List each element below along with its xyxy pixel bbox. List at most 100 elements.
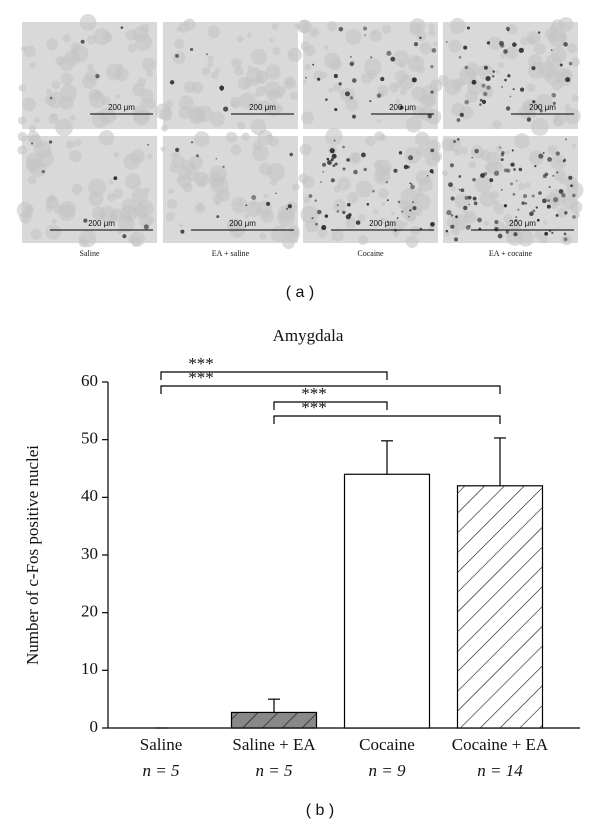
nucleus — [518, 47, 524, 53]
nucleus — [143, 224, 149, 230]
texture — [289, 91, 298, 100]
nucleus — [472, 178, 476, 182]
texture — [538, 61, 556, 79]
nucleus — [483, 91, 488, 97]
nucleus — [376, 93, 382, 98]
nucleus — [333, 139, 336, 142]
texture — [517, 182, 526, 191]
texture — [557, 72, 572, 87]
texture — [98, 106, 116, 124]
x-tick-label: Saline — [140, 735, 183, 754]
significance-label: *** — [188, 354, 214, 373]
texture — [207, 25, 221, 39]
nucleus — [542, 174, 547, 179]
nucleus — [561, 192, 566, 198]
texture — [59, 84, 77, 102]
nucleus — [342, 210, 346, 215]
texture — [287, 47, 303, 63]
texture — [101, 96, 111, 105]
texture — [554, 115, 560, 121]
nucleus — [350, 56, 352, 58]
texture — [259, 232, 267, 240]
texture — [524, 182, 531, 189]
texture — [416, 64, 425, 74]
nucleus — [403, 164, 409, 170]
texture — [542, 219, 548, 225]
texture — [317, 228, 328, 238]
texture — [394, 232, 399, 238]
texture — [193, 131, 210, 147]
nucleus — [206, 53, 208, 56]
nucleus — [483, 65, 488, 70]
nucleus — [512, 42, 517, 47]
texture — [495, 69, 500, 74]
nucleus — [285, 207, 289, 210]
nucleus — [324, 214, 329, 218]
nucleus — [501, 86, 503, 88]
nucleus — [497, 233, 503, 239]
nucleus — [535, 206, 538, 209]
nucleus — [344, 91, 350, 97]
nucleus — [494, 220, 499, 225]
nucleus — [245, 204, 248, 207]
texture — [183, 80, 197, 94]
texture — [17, 116, 27, 125]
y-tick-label: 0 — [90, 717, 99, 736]
texture — [236, 35, 244, 43]
nucleus — [287, 204, 292, 209]
texture — [386, 223, 393, 230]
texture — [437, 74, 449, 86]
column-label: EA + saline — [212, 249, 250, 258]
nucleus — [529, 211, 534, 217]
nucleus — [430, 64, 434, 69]
texture — [130, 149, 145, 164]
texture — [493, 203, 505, 215]
nucleus — [536, 218, 540, 222]
nucleus — [550, 49, 553, 51]
texture — [425, 139, 441, 155]
texture — [566, 43, 578, 54]
texture — [418, 106, 434, 121]
nucleus — [326, 157, 330, 161]
texture — [174, 38, 185, 49]
nucleus — [222, 165, 225, 168]
texture — [94, 90, 103, 99]
nucleus — [460, 188, 465, 193]
nucleus — [551, 231, 554, 234]
sample-size: n = 9 — [369, 761, 406, 780]
nucleus — [175, 54, 179, 58]
nucleus — [431, 223, 434, 226]
texture — [161, 124, 169, 132]
nucleus — [266, 201, 271, 206]
texture — [270, 179, 278, 186]
nucleus — [568, 61, 573, 66]
texture — [357, 213, 366, 222]
nucleus — [431, 48, 437, 53]
nucleus — [386, 50, 392, 56]
y-axis-label: Number of c-Fos positive nuclei — [23, 445, 42, 665]
nucleus — [113, 176, 118, 181]
texture — [201, 67, 211, 76]
texture — [255, 70, 269, 84]
texture — [98, 130, 115, 146]
texture — [23, 45, 36, 58]
texture — [50, 112, 58, 121]
nucleus — [511, 149, 514, 152]
bar — [343, 473, 431, 729]
nucleus — [464, 195, 469, 200]
nucleus — [456, 138, 460, 141]
nucleus — [504, 78, 507, 82]
texture — [298, 173, 309, 184]
nucleus — [311, 216, 314, 220]
nucleus — [455, 215, 458, 219]
texture — [178, 22, 190, 34]
texture — [394, 70, 408, 83]
nucleus — [563, 158, 567, 162]
nucleus — [531, 66, 536, 71]
texture — [505, 46, 519, 60]
texture — [328, 87, 334, 93]
texture — [28, 125, 37, 133]
texture — [159, 107, 173, 121]
texture — [59, 56, 75, 72]
nucleus — [219, 85, 225, 91]
